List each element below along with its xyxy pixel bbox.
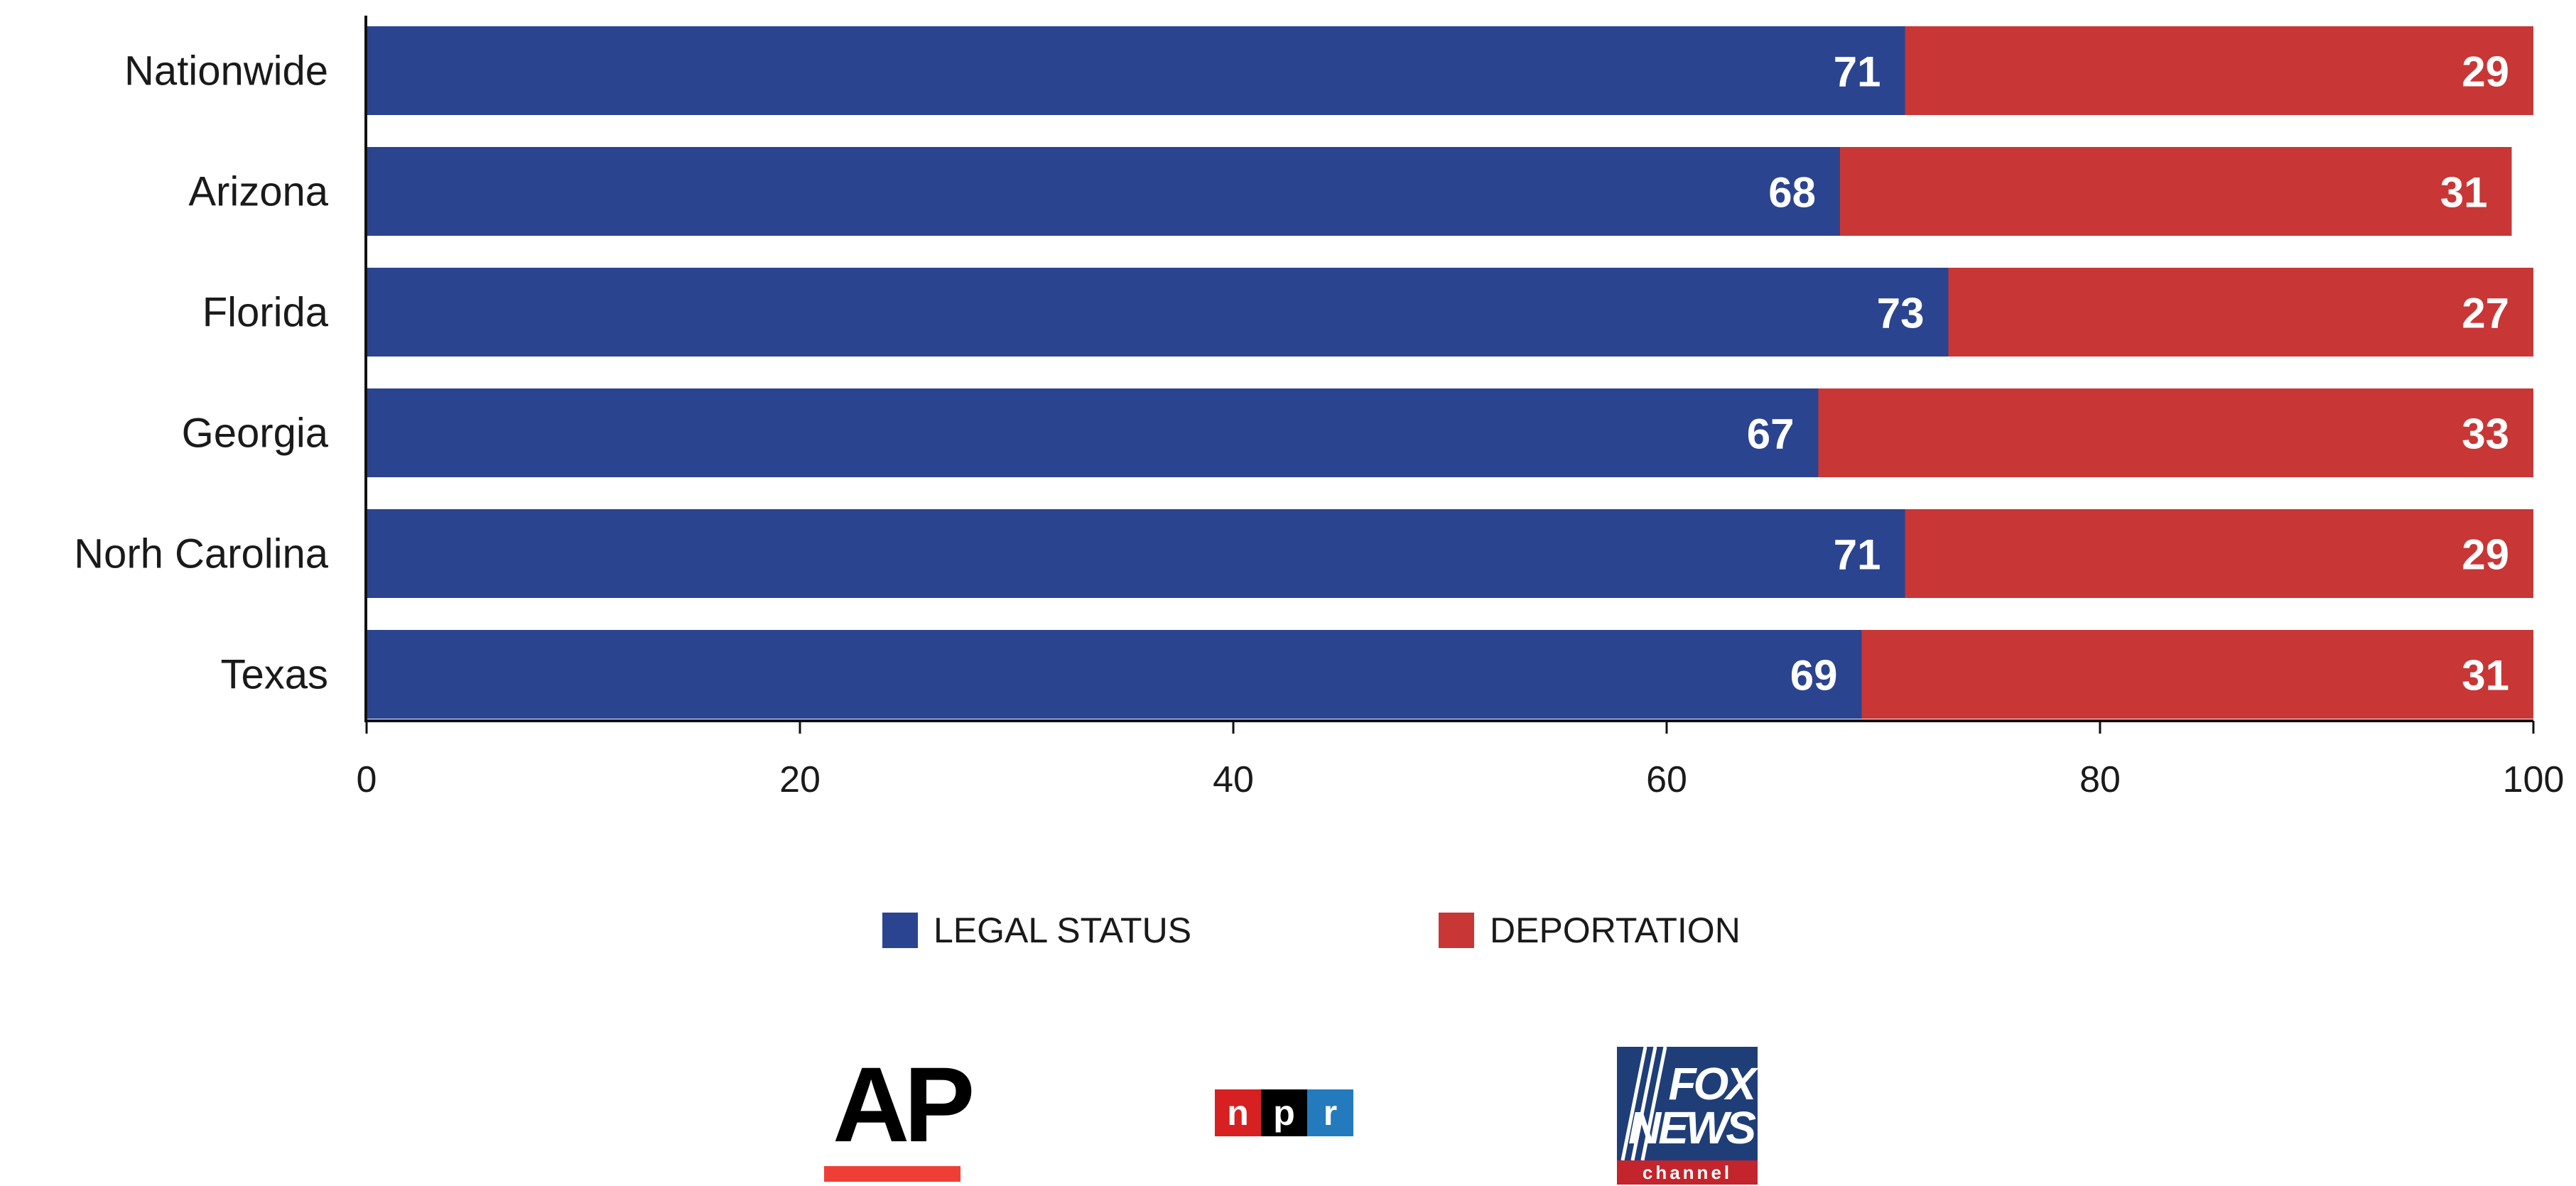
npr-logo-letter-r: r [1307, 1089, 1353, 1136]
category-label-georgia: Georgia [182, 410, 329, 457]
bar-legal-status-norh-carolina [367, 509, 1905, 598]
data-label-legal-status-georgia: 67 [1747, 410, 1795, 458]
legend-swatch-legal-status [882, 913, 918, 948]
category-label-arizona: Arizona [188, 169, 328, 215]
data-label-deportation-arizona: 31 [2440, 169, 2488, 217]
ap-logo-text: AP [833, 1045, 975, 1164]
bar-deportation-arizona [1840, 147, 2512, 236]
x-tick-label-80: 80 [2079, 759, 2121, 800]
bar-legal-status-florida [367, 268, 1949, 357]
data-label-legal-status-norh-carolina: 71 [1834, 531, 1881, 579]
x-tick-label-60: 60 [1646, 759, 1687, 800]
category-label-nationwide: Nationwide [124, 48, 328, 94]
data-label-legal-status-arizona: 68 [1768, 169, 1816, 217]
fox-news-logo-stripes [1620, 1047, 1667, 1161]
x-tick-label-100: 100 [2503, 759, 2565, 800]
npr-logo-letter-p: p [1261, 1089, 1307, 1136]
npr-logo: n p r [1215, 1089, 1353, 1136]
data-label-deportation-nationwide: 29 [2462, 48, 2509, 96]
bar-legal-status-arizona [367, 147, 1840, 236]
x-tick-label-0: 0 [357, 759, 377, 800]
fox-news-logo-news: NEWS [1628, 1102, 1756, 1153]
x-tick-label-40: 40 [1213, 759, 1254, 800]
bar-deportation-texas [1861, 630, 2533, 719]
bar-deportation-georgia [1818, 388, 2533, 477]
fox-news-logo-fox: FOX [1668, 1058, 1756, 1109]
legend-item-deportation: DEPORTATION [1439, 905, 1741, 955]
data-label-deportation-norh-carolina: 29 [2462, 531, 2509, 579]
ap-logo-bar [824, 1166, 960, 1182]
bar-legal-status-georgia [367, 388, 1819, 477]
npr-logo-letter-n: n [1215, 1089, 1261, 1136]
legend-swatch-deportation [1439, 913, 1474, 948]
legend-item-legal-status: LEGAL STATUS [882, 905, 1191, 955]
data-label-deportation-georgia: 33 [2462, 410, 2509, 458]
legend-label-legal-status: LEGAL STATUS [933, 910, 1192, 950]
ap-logo: AP [824, 1045, 975, 1186]
legend-label-deportation: DEPORTATION [1490, 910, 1741, 950]
bar-deportation-nationwide [1905, 26, 2533, 115]
fox-news-logo-channel: channel [1617, 1160, 1758, 1185]
fox-news-logo: FOX NEWS channel [1617, 1047, 1758, 1185]
bar-legal-status-texas [367, 630, 1862, 719]
x-tick-label-20: 20 [779, 759, 821, 800]
data-label-legal-status-texas: 69 [1790, 652, 1838, 700]
data-label-deportation-florida: 27 [2462, 290, 2509, 337]
bar-deportation-norh-carolina [1905, 509, 2533, 598]
data-label-deportation-texas: 31 [2462, 652, 2509, 700]
category-label-texas: Texas [220, 652, 328, 698]
bar-legal-status-nationwide [367, 26, 1905, 115]
bar-deportation-florida [1948, 268, 2533, 357]
category-label-norh-carolina: Norh Carolina [74, 531, 329, 577]
data-label-legal-status-florida: 73 [1877, 290, 1925, 337]
category-label-florida: Florida [202, 290, 329, 336]
chart-legend: LEGAL STATUS DEPORTATION [0, 905, 2576, 955]
data-label-legal-status-nationwide: 71 [1834, 48, 1881, 96]
